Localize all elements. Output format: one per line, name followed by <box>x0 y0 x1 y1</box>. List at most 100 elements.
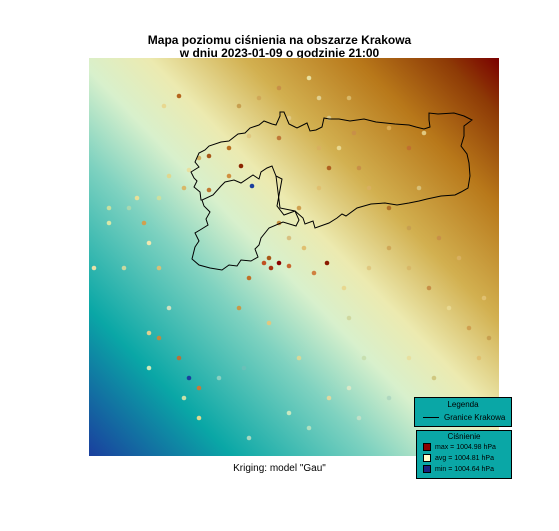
measurement-point <box>436 235 442 241</box>
measurement-point <box>186 167 192 173</box>
measurement-point <box>446 305 452 311</box>
measurement-point <box>286 410 292 416</box>
legend-pressure-box: Ciśnienie max = 1004.98 hPa avg = 1004.8… <box>416 430 512 479</box>
measurement-point <box>256 95 262 101</box>
kriging-subtitle: Kriging: model "Gau" <box>233 463 326 474</box>
measurement-point <box>286 235 292 241</box>
measurement-point <box>141 220 147 226</box>
measurement-point <box>246 133 252 139</box>
legend-boundary-box: Legenda Granice Krakowa <box>414 397 512 427</box>
measurement-point <box>286 115 292 121</box>
measurement-point <box>206 187 212 193</box>
max-swatch-icon <box>423 443 431 451</box>
measurement-point <box>416 185 422 191</box>
measurement-point <box>196 415 202 421</box>
measurement-point <box>146 240 152 246</box>
measurement-point <box>356 415 362 421</box>
map-title-line1: Mapa poziomu ciśnienia na obszarze Krako… <box>147 33 412 47</box>
min-swatch-icon <box>423 465 431 473</box>
measurement-point <box>406 265 412 271</box>
measurement-point <box>176 355 182 361</box>
measurement-point <box>276 260 282 266</box>
measurement-point <box>236 103 242 109</box>
measurement-point <box>196 155 202 161</box>
measurement-point <box>316 185 322 191</box>
measurement-point <box>156 195 162 201</box>
measurement-point <box>306 425 312 431</box>
measurement-point <box>161 103 167 109</box>
measurement-point <box>206 153 212 159</box>
kriging-surface <box>89 58 499 456</box>
measurement-point <box>386 395 392 401</box>
measurement-point <box>486 335 492 341</box>
measurement-point <box>121 265 127 271</box>
measurement-point <box>326 395 332 401</box>
measurement-point <box>196 385 202 391</box>
legend-title: Legenda <box>447 400 479 409</box>
measurement-point <box>324 260 330 266</box>
measurement-point <box>286 263 292 269</box>
legend-min-row: min = 1004.64 hPa <box>423 465 494 473</box>
measurement-point <box>181 395 187 401</box>
measurement-point <box>481 295 487 301</box>
measurement-point <box>326 115 332 121</box>
measurement-point <box>226 173 232 179</box>
measurement-point <box>166 305 172 311</box>
measurement-point <box>126 205 132 211</box>
legend-avg-label: avg = 1004.81 hPa <box>435 454 494 462</box>
measurement-point <box>316 95 322 101</box>
measurement-point <box>311 270 317 276</box>
measurement-point <box>106 220 112 226</box>
measurement-point <box>246 275 252 281</box>
boundary-line-icon <box>423 417 439 419</box>
measurement-points <box>91 75 492 441</box>
pressure-map <box>89 58 499 456</box>
measurement-point <box>366 185 372 191</box>
legend-max-label: max = 1004.98 hPa <box>435 443 496 451</box>
measurement-point <box>106 205 112 211</box>
measurement-point <box>296 205 302 211</box>
measurement-point <box>91 265 97 271</box>
measurement-point <box>238 163 244 169</box>
measurement-point <box>431 375 437 381</box>
measurement-point <box>176 93 182 99</box>
measurement-point <box>386 205 392 211</box>
measurement-point <box>406 355 412 361</box>
legend-pressure-title: Ciśnienie <box>447 432 481 441</box>
measurement-point <box>146 365 152 371</box>
measurement-point <box>261 260 267 266</box>
legend-min-label: min = 1004.64 hPa <box>435 465 494 473</box>
measurement-point <box>236 305 242 311</box>
avg-swatch-icon <box>423 454 431 462</box>
measurement-point <box>276 85 282 91</box>
measurement-point <box>326 165 332 171</box>
legend-max-row: max = 1004.98 hPa <box>423 443 496 451</box>
measurement-point <box>306 75 312 81</box>
measurement-point <box>476 355 482 361</box>
measurement-point <box>386 245 392 251</box>
legend-avg-row: avg = 1004.81 hPa <box>423 454 494 462</box>
measurement-point <box>241 365 247 371</box>
measurement-point <box>361 355 367 361</box>
measurement-point <box>181 185 187 191</box>
measurement-point <box>356 165 362 171</box>
measurement-point <box>346 385 352 391</box>
measurement-point <box>134 195 140 201</box>
measurement-point <box>406 145 412 151</box>
measurement-point <box>346 95 352 101</box>
measurement-point <box>268 265 274 271</box>
measurement-point <box>266 255 272 261</box>
measurement-point <box>266 320 272 326</box>
measurement-point <box>186 375 192 381</box>
measurement-point <box>301 245 307 251</box>
measurement-point <box>406 225 412 231</box>
measurement-point <box>246 435 252 441</box>
measurement-point <box>156 265 162 271</box>
measurement-point <box>351 130 357 136</box>
measurement-point <box>296 355 302 361</box>
map-title-line2: w dniu 2023-01-09 o godzinie 21:00 <box>179 46 380 60</box>
legend-boundary-label: Granice Krakowa <box>444 413 506 422</box>
krakow-boundary-east <box>190 111 473 229</box>
measurement-point <box>346 315 352 321</box>
legend-boundary-row: Granice Krakowa <box>423 413 505 422</box>
